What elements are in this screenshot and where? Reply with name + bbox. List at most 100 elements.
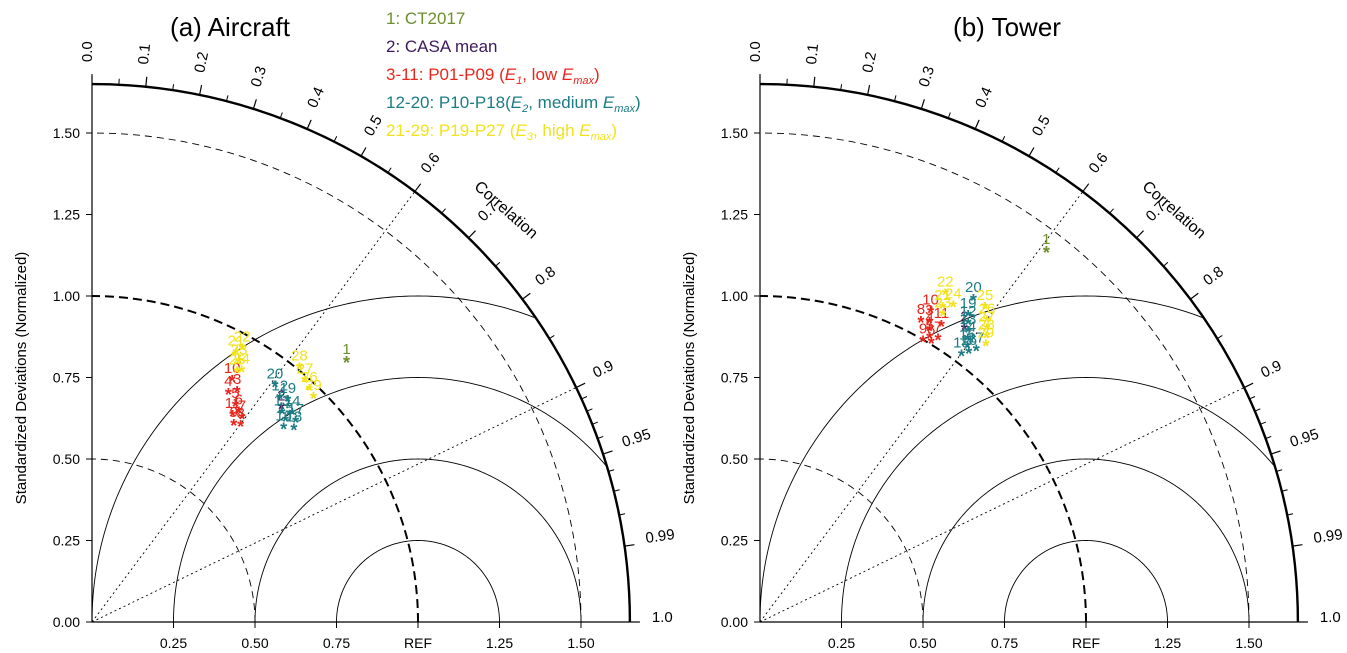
x-tick-label: 1.50	[1235, 635, 1262, 651]
correlation-tick-label: 0.99	[644, 526, 675, 547]
std-arc	[759, 132, 1250, 623]
point-marker: *	[235, 403, 242, 423]
correlation-tick-label: 0.4	[304, 85, 328, 111]
point-marker: *	[964, 331, 971, 351]
correlation-minor-tick	[1163, 261, 1169, 267]
point-label: 16	[275, 407, 292, 424]
point-label: 24	[945, 286, 962, 303]
point-marker: *	[271, 377, 278, 397]
point-marker: *	[296, 359, 303, 379]
correlation-minor-tick	[1001, 136, 1006, 142]
point-marker: *	[965, 315, 972, 335]
point-label: 8	[917, 301, 925, 318]
point-label: 15	[277, 400, 294, 417]
point-marker: *	[289, 405, 296, 425]
point-label: 22	[234, 328, 251, 345]
point-marker: *	[950, 298, 957, 318]
correlation-tick-label: 0.5	[1029, 113, 1054, 140]
correlation-minor-tick	[548, 335, 555, 340]
y-tick-label: 1.00	[721, 288, 748, 304]
chart-title: (a) Aircraft	[170, 12, 291, 42]
point-label: 21	[228, 333, 245, 350]
correlation-minor-tick	[586, 408, 593, 412]
correlation-tick-mark	[521, 292, 531, 300]
legend: 1: CT2017 2: CASA mean 3-11: P01-P09 (E1…	[386, 9, 641, 143]
y-tick-label: 1.50	[721, 125, 748, 141]
correlation-minor-tick	[1216, 335, 1223, 340]
point-label: 26	[301, 369, 318, 386]
correlation-tick-mark	[198, 85, 203, 96]
correlation-minor-tick	[1265, 435, 1272, 439]
y-tick-label: 1.25	[721, 207, 748, 223]
point-marker: *	[280, 419, 287, 439]
point-label: 21	[934, 287, 951, 304]
panel-aircraft: (a) Aircraft Standardized Deviations (No…	[13, 12, 676, 651]
point-marker: *	[983, 321, 990, 341]
correlation-minor-tick	[592, 421, 599, 425]
correlation-minor-tick	[441, 208, 446, 214]
correlation-tick-label: 0.0	[747, 41, 764, 62]
correlation-minor-tick	[1260, 421, 1267, 425]
correlation-tick-mark	[1136, 230, 1144, 239]
correlation-ray	[91, 387, 577, 623]
point-label: 26	[979, 300, 996, 317]
y-tick-label: 0.00	[53, 614, 80, 630]
point-marker: *	[934, 330, 941, 350]
correlation-tick-label: 0.6	[1086, 150, 1112, 177]
point-marker: *	[964, 323, 971, 343]
correlation-tick-mark	[306, 119, 312, 130]
point-label: 1	[342, 341, 350, 358]
correlation-minor-tick	[947, 112, 951, 119]
point-label: 28	[291, 347, 308, 364]
correlation-tick-label: 0.4	[972, 85, 996, 111]
correlation-tick-mark	[575, 382, 586, 389]
correlation-minor-tick	[608, 469, 615, 472]
correlation-tick-label: 0.6	[418, 150, 444, 177]
point-label: 25	[229, 352, 246, 369]
rmsd-circle	[336, 540, 500, 623]
y-tick-label: 0.75	[721, 370, 748, 386]
x-tick-label: 0.50	[909, 635, 936, 651]
point-label: 17	[287, 401, 304, 418]
correlation-tick-mark	[1243, 382, 1254, 389]
correlation-minor-tick	[1109, 208, 1114, 214]
correlation-minor-tick	[893, 95, 897, 102]
x-tick-label: 1.25	[486, 635, 513, 651]
std-arc	[91, 132, 582, 623]
std-arc	[91, 458, 256, 623]
correlation-minor-tick	[387, 167, 392, 174]
correlation-ticks: 0.0 0.1 0.20.30.40.50.60.70.80.90.950.991.…	[747, 41, 1344, 626]
correlation-tick-label: 0.0	[79, 41, 96, 62]
point-label: 19	[279, 380, 296, 397]
correlation-tick-label: 0.95	[620, 426, 653, 451]
panel-tower: (b) Tower Standardized Deviations (Norma…	[681, 12, 1344, 651]
correlation-tick-mark	[813, 76, 816, 87]
point-label: 15	[959, 327, 976, 344]
point-marker: *	[917, 313, 924, 333]
point-label: 11	[225, 395, 241, 412]
y-tick-label: 0.25	[53, 533, 80, 549]
y-tick-label: 0.00	[721, 614, 748, 630]
y-tick-label: 1.25	[53, 207, 80, 223]
point-label: 14	[959, 319, 976, 336]
point-label: 12	[271, 378, 288, 395]
point-label: 27	[297, 361, 314, 378]
point-marker: *	[239, 410, 246, 430]
point-label: 17	[968, 329, 985, 346]
correlation-minor-tick	[581, 396, 588, 400]
point-label: 7	[238, 398, 246, 415]
legend-entry-low-emax: 3-11: P01-P09 (E1, low Emax)	[386, 65, 600, 87]
point-marker: *	[938, 317, 945, 337]
point-label: 20	[965, 279, 982, 296]
correlation-tick-label: 0.2	[191, 50, 212, 74]
correlation-minor-tick	[1281, 489, 1288, 492]
point-marker: *	[926, 321, 933, 341]
point-marker: *	[234, 383, 241, 403]
correlation-tick-label: 0.1	[135, 43, 154, 65]
correlation-tick-mark	[145, 76, 148, 87]
y-tick-label: 0.75	[53, 370, 80, 386]
x-tick-label: REF	[404, 635, 432, 651]
point-label: 6	[927, 322, 935, 339]
correlation-minor-tick	[619, 513, 626, 516]
